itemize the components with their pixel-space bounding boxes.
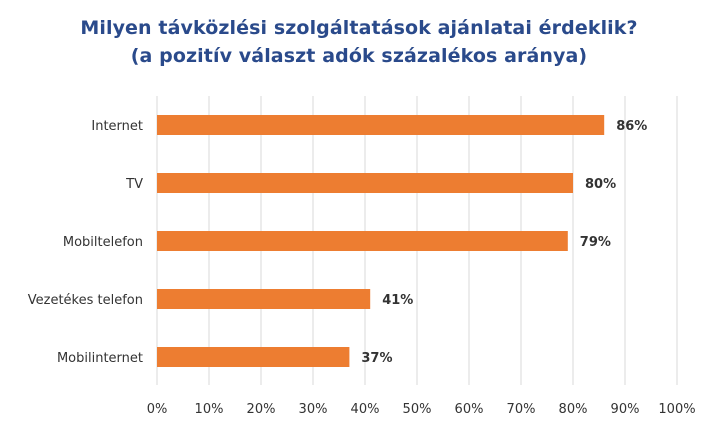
- chart-title: Milyen távközlési szolgáltatások ajánlat…: [80, 17, 638, 39]
- x-tick-label-0: 0%: [147, 402, 168, 417]
- bar-mobilinternet: [157, 347, 350, 367]
- x-tick-label-70: 70%: [507, 402, 536, 417]
- data-label-internet: 86%: [616, 119, 647, 134]
- bar-layer: [157, 115, 605, 367]
- bar-internet: [157, 115, 605, 135]
- chart-subtitle: (a pozitív választ adók százalékos arány…: [130, 45, 588, 67]
- x-tick-label-10: 10%: [195, 402, 224, 417]
- category-label-vezetékes-telefon: Vezetékes telefon: [28, 293, 143, 308]
- data-label-vezetékes-telefon: 41%: [382, 293, 413, 308]
- category-label-tv: TV: [125, 177, 143, 192]
- x-tick-label-90: 90%: [611, 402, 640, 417]
- x-tick-label-50: 50%: [403, 402, 432, 417]
- data-label-tv: 80%: [585, 177, 616, 192]
- x-tick-label-40: 40%: [351, 402, 380, 417]
- data-label-mobilinternet: 37%: [361, 351, 392, 366]
- x-tick-label-30: 30%: [299, 402, 328, 417]
- category-label-internet: Internet: [91, 119, 143, 134]
- grid-layer: [156, 96, 678, 385]
- category-label-mobilinternet: Mobilinternet: [57, 351, 143, 366]
- bar-mobiltelefon: [157, 231, 568, 251]
- chart-title-block: Milyen távközlési szolgáltatások ajánlat…: [0, 14, 718, 70]
- x-tick-label-60: 60%: [455, 402, 484, 417]
- bar-vezetékes-telefon: [157, 289, 371, 309]
- category-label-mobiltelefon: Mobiltelefon: [63, 235, 143, 250]
- label-layer: 0% 10% 20% 30% 40% 50% 60% 70% 80% 90% 100% Interne…: [28, 119, 696, 417]
- data-label-mobiltelefon: 79%: [580, 235, 611, 250]
- bar-tv: [157, 173, 573, 193]
- x-tick-label-80: 80%: [559, 402, 588, 417]
- x-tick-label-100: 100%: [658, 402, 695, 417]
- x-tick-label-20: 20%: [247, 402, 276, 417]
